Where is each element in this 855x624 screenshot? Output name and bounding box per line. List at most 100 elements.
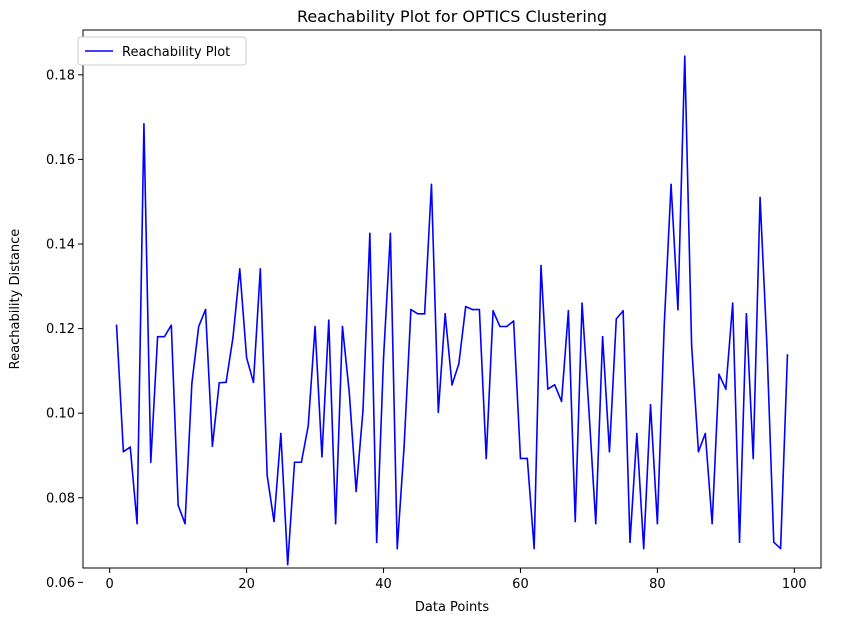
data-point	[615, 318, 618, 320]
data-point	[122, 450, 125, 453]
data-point	[211, 445, 214, 447]
data-point	[355, 490, 357, 493]
data-point	[779, 547, 782, 550]
data-point	[375, 541, 378, 543]
y-tick-label: 0.18	[46, 68, 75, 83]
x-tick-label: 0	[106, 577, 114, 592]
y-tick-label: 0.10	[46, 407, 75, 422]
data-point	[327, 319, 330, 321]
data-point	[382, 356, 385, 359]
data-point	[129, 446, 132, 448]
chart-title: Reachability Plot for OPTICS Clustering	[297, 7, 607, 26]
data-point	[718, 373, 720, 376]
y-tick-label: 0.14	[46, 238, 75, 253]
x-tick-label: 100	[782, 577, 807, 592]
data-point	[588, 409, 590, 412]
x-tick-label: 40	[375, 577, 392, 592]
data-point	[731, 302, 734, 305]
data-point	[341, 325, 344, 328]
data-point	[656, 522, 659, 525]
data-point	[458, 362, 460, 365]
y-axis-label: Reachability Distance	[8, 229, 23, 370]
data-point	[266, 474, 268, 477]
legend: Reachability Plot	[77, 36, 247, 66]
data-point	[252, 381, 255, 384]
axes-frame	[82, 29, 822, 569]
data-point	[553, 384, 556, 386]
data-point	[485, 457, 488, 460]
data-point	[444, 313, 446, 315]
plot-area: 0 20 40 60 80 100 0.06 0.08 0.10 0.12 0.14 0.16 0.1…	[46, 29, 822, 592]
data-point	[683, 55, 686, 58]
legend-box	[77, 36, 247, 66]
data-point	[156, 335, 159, 338]
data-point	[636, 432, 638, 435]
data-point	[232, 337, 234, 339]
data-point	[601, 335, 604, 338]
data-point	[204, 308, 207, 311]
data-point	[369, 232, 371, 235]
data-point	[410, 308, 412, 311]
data-point	[738, 541, 741, 543]
data-point	[745, 313, 748, 315]
data-point	[622, 310, 624, 312]
data-point	[245, 356, 248, 359]
data-point	[184, 522, 186, 525]
data-point	[704, 432, 707, 435]
data-point	[560, 400, 563, 403]
data-point	[403, 446, 405, 448]
data-point	[752, 457, 755, 460]
y-tick-label: 0.08	[46, 491, 75, 506]
data-point	[348, 392, 351, 394]
data-point	[238, 268, 241, 270]
legend-label: Reachability Plot	[122, 45, 230, 60]
data-point	[581, 302, 583, 305]
data-point	[759, 196, 761, 199]
x-axis-ticks: 0 20 40 60 80 100	[106, 568, 807, 592]
x-tick-label: 60	[512, 577, 529, 592]
data-point	[396, 547, 399, 550]
data-point	[574, 520, 577, 523]
data-point	[567, 310, 570, 312]
data-point	[663, 324, 666, 327]
data-point	[594, 522, 597, 525]
data-point	[191, 382, 193, 385]
data-point	[677, 308, 679, 311]
x-tick-label: 80	[649, 577, 666, 592]
data-point	[259, 268, 262, 270]
data-point	[149, 461, 152, 464]
data-point	[437, 411, 440, 414]
data-point	[642, 547, 645, 550]
data-point	[547, 388, 549, 390]
data-point	[225, 381, 227, 384]
data-point	[273, 520, 275, 523]
data-point	[293, 461, 296, 464]
data-point	[416, 313, 419, 315]
data-point	[533, 547, 535, 550]
data-point	[690, 344, 693, 346]
data-point	[362, 409, 364, 412]
y-tick-label: 0.16	[46, 153, 75, 168]
data-point	[423, 313, 426, 315]
data-point	[492, 310, 494, 312]
x-tick-label: 20	[238, 577, 255, 592]
data-point	[505, 325, 508, 328]
data-point	[464, 305, 467, 308]
data-point	[321, 455, 323, 458]
data-point	[307, 425, 310, 427]
data-point	[163, 335, 166, 338]
data-point	[136, 522, 138, 525]
data-point	[170, 324, 173, 327]
data-point	[629, 541, 631, 543]
data-point	[197, 325, 200, 328]
data-point	[526, 457, 529, 460]
series-points	[115, 55, 789, 566]
data-point	[177, 504, 179, 507]
data-point	[286, 563, 289, 566]
data-point	[451, 384, 453, 386]
data-point	[471, 308, 474, 311]
y-tick-label: 0.12	[46, 322, 75, 337]
data-point	[280, 432, 282, 435]
data-point	[512, 320, 515, 322]
data-point	[711, 522, 713, 525]
